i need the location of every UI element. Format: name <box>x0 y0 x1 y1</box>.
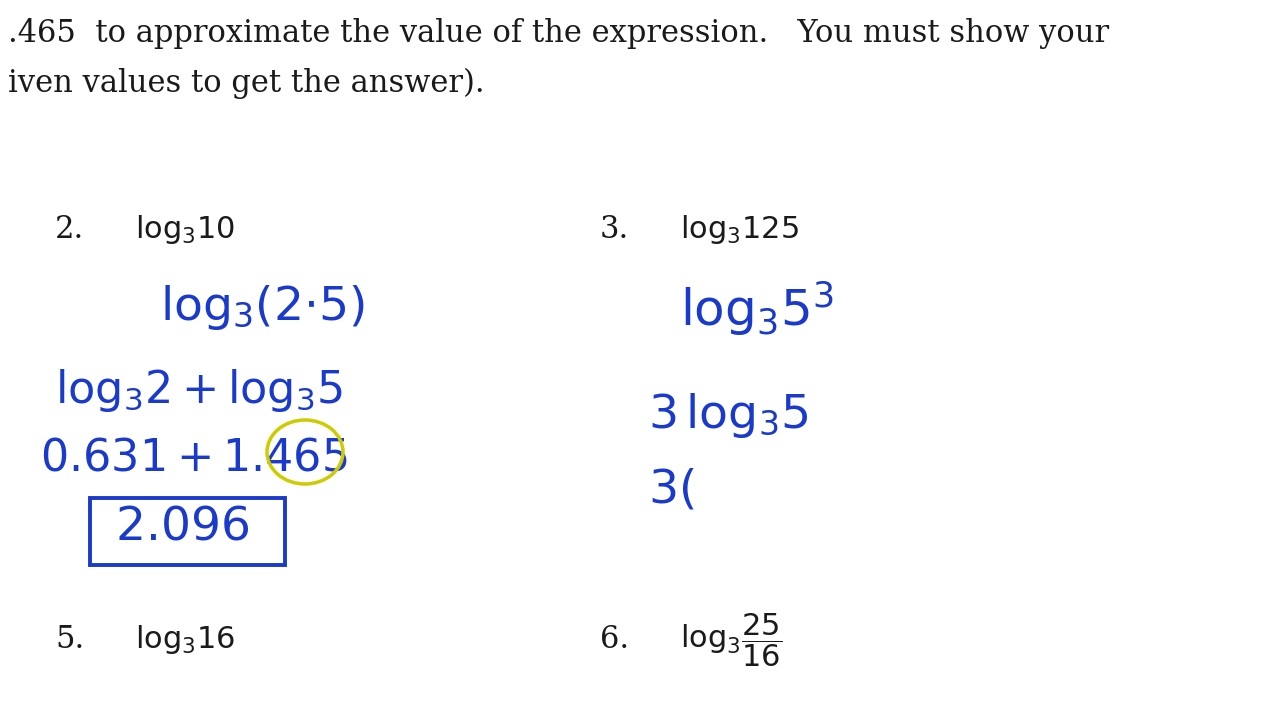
Text: $\mathrm{log}_3 16$: $\mathrm{log}_3 16$ <box>134 624 236 657</box>
Text: $2.096$: $2.096$ <box>115 505 250 549</box>
Text: 5.: 5. <box>55 624 84 655</box>
Text: $\mathrm{log}_3 125$: $\mathrm{log}_3 125$ <box>680 214 799 246</box>
Text: $\mathrm{log}_3(2{\cdot}5)$: $\mathrm{log}_3(2{\cdot}5)$ <box>160 284 365 333</box>
Text: $0.631 + 1.465$: $0.631 + 1.465$ <box>40 436 347 480</box>
Text: .465  to approximate the value of the expression.   You must show your: .465 to approximate the value of the exp… <box>8 18 1110 49</box>
Text: 2.: 2. <box>55 215 84 246</box>
Text: $\mathrm{log}_3 5^3$: $\mathrm{log}_3 5^3$ <box>680 279 835 338</box>
Text: $\mathrm{log}_3 \dfrac{25}{16}$: $\mathrm{log}_3 \dfrac{25}{16}$ <box>680 611 782 669</box>
Text: 3.: 3. <box>600 215 630 246</box>
Text: $3($: $3($ <box>648 467 695 513</box>
Text: $\mathrm{log}_3 2 + \mathrm{log}_3 5$: $\mathrm{log}_3 2 + \mathrm{log}_3 5$ <box>55 366 343 413</box>
Text: $\mathrm{log}_3 10$: $\mathrm{log}_3 10$ <box>134 214 236 246</box>
Bar <box>90 498 285 565</box>
Text: 6.: 6. <box>600 624 630 655</box>
Text: $3\,\mathrm{log}_3 5$: $3\,\mathrm{log}_3 5$ <box>648 390 809 439</box>
Text: iven values to get the answer).: iven values to get the answer). <box>8 68 485 99</box>
